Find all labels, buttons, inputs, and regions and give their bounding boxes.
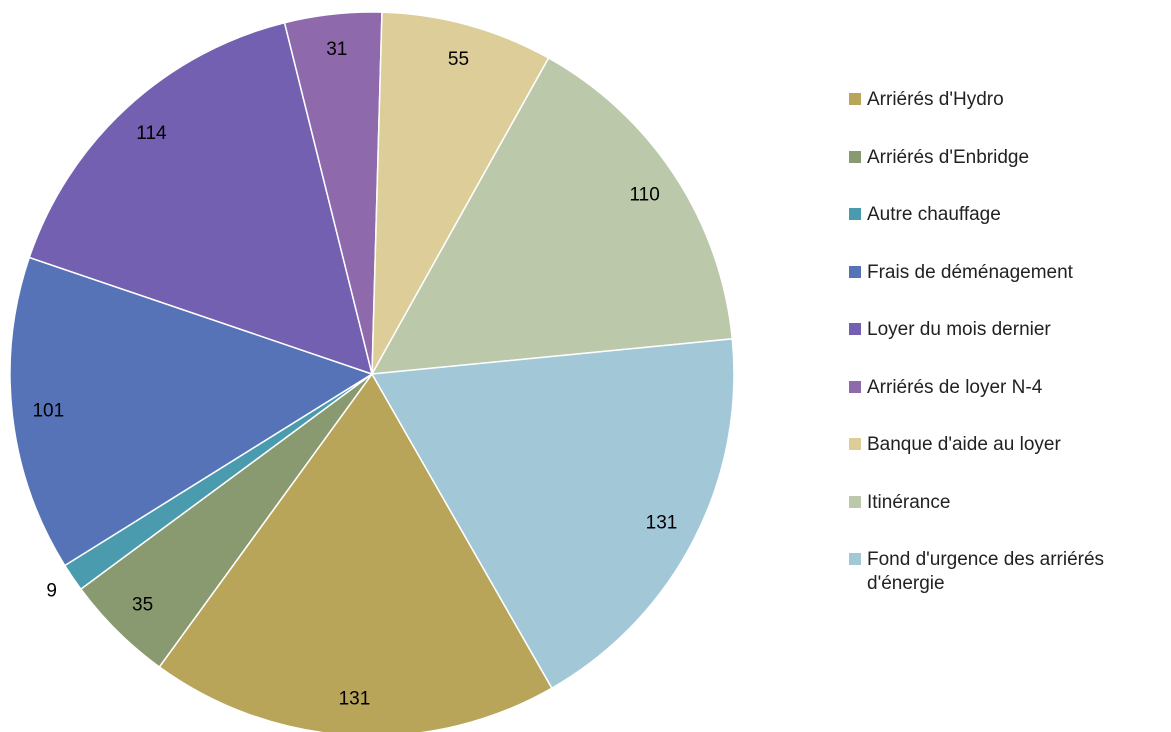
legend-label: Arriérés d'Hydro [867,89,1004,110]
legend-swatch [849,438,861,450]
legend-item: Banque d'aide au loyer [849,433,1149,491]
pie-slice [9,256,374,567]
legend-item: Arriérés d'Hydro [849,88,1149,146]
pie-slice [158,372,553,732]
legend-swatch [849,323,861,335]
data-label: 114 [136,123,167,144]
data-label: 31 [326,39,347,60]
pie-slice [371,11,550,375]
legend-item: Loyer du mois dernier [849,318,1149,376]
legend-swatch [849,208,861,220]
pie-slice [370,338,735,690]
data-label: 131 [339,688,371,709]
pie-slice [370,56,734,375]
legend-item: Arriérés de loyer N-4 [849,376,1149,434]
legend-label: Frais de déménagement [867,261,1073,283]
data-label: 55 [448,49,469,70]
legend-item: Arriérés d'Enbridge [849,146,1149,204]
legend-item: Autre chauffage [849,203,1149,261]
legend-item: Fond d'urgence des arriérés d'énergie [849,548,1149,606]
data-label: 110 [630,185,660,206]
legend-label: Loyer du mois dernier [867,319,1051,340]
data-label: 131 [646,513,678,534]
legend-item: Itinérance [849,491,1149,549]
legend-swatch [849,93,861,105]
legend: Arriérés d'Hydro Arriérés d'Enbridge Autre… [849,88,1149,606]
legend-swatch [849,265,861,278]
legend-label: Arriérés d'Enbridge [867,146,1030,168]
legend-swatch [849,150,861,163]
legend-swatch [849,553,861,565]
legend-label: Autre chauffage [867,204,1001,225]
legend-swatch [849,495,861,508]
pie-slice [28,21,374,376]
legend-label: Fond d'urgence des arriérés d'énergie [867,549,1105,594]
legend-label: Arriérés de loyer N-4 [867,376,1043,398]
legend-swatch [849,380,861,393]
data-label: 35 [132,594,153,615]
data-label: 101 [32,400,64,421]
legend-label: Banque d'aide au loyer [867,434,1061,455]
legend-item: Frais de déménagement [849,261,1149,319]
legend-label: Itinérance [867,491,951,513]
data-label: 9 [46,581,57,602]
